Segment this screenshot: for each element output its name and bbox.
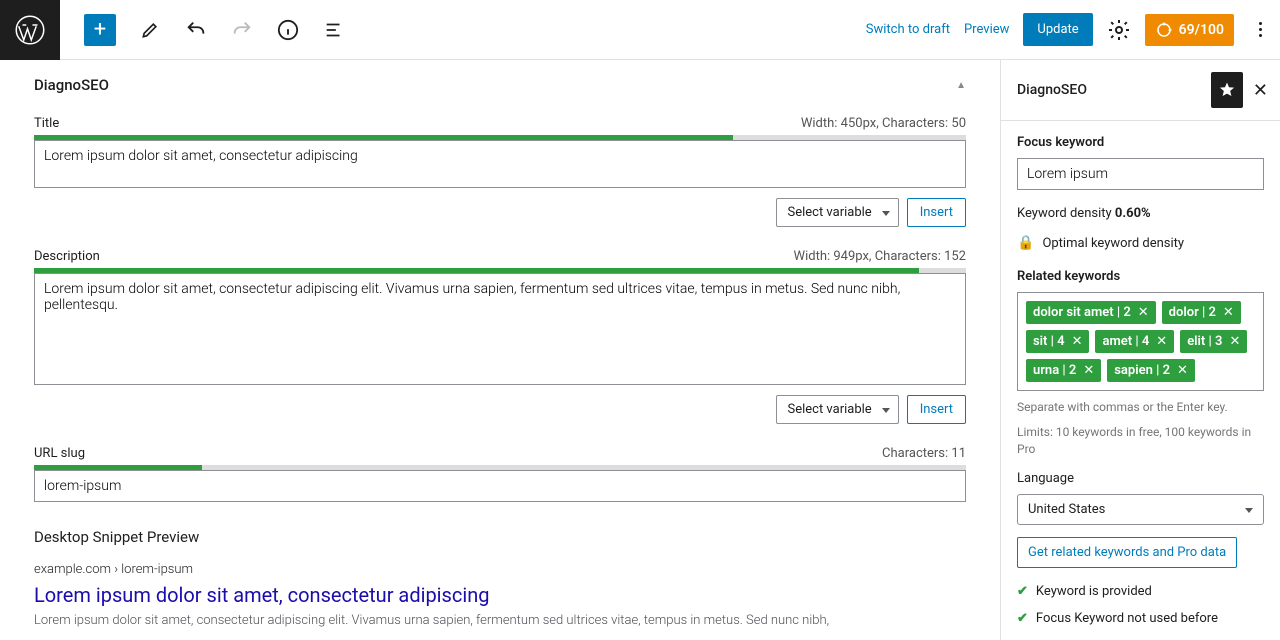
info-icon[interactable] — [276, 18, 300, 42]
description-insert-button[interactable]: Insert — [907, 395, 966, 424]
description-input[interactable] — [34, 273, 966, 385]
remove-tag-icon[interactable]: ✕ — [1229, 334, 1240, 349]
slug-progress — [34, 465, 966, 470]
seo-check-item: ✔Keyword is provided — [1017, 584, 1264, 599]
remove-tag-icon[interactable]: ✕ — [1156, 334, 1167, 349]
add-block-button[interactable]: + — [84, 14, 116, 46]
description-label: Description — [34, 249, 100, 264]
star-icon[interactable] — [1211, 72, 1243, 108]
keyword-density: Keyword density 0.60% — [1017, 206, 1264, 221]
caret-up-icon: ▲ — [956, 80, 966, 91]
optimal-density-label: Optimal keyword density — [1042, 236, 1184, 251]
keyword-tag[interactable]: elit | 3✕ — [1180, 330, 1247, 353]
slug-meta: Characters: 11 — [882, 446, 966, 461]
switch-to-draft-link[interactable]: Switch to draft — [866, 22, 950, 37]
preview-link[interactable]: Preview — [964, 22, 1009, 37]
seo-score-value: 69/100 — [1179, 22, 1224, 38]
edit-icon[interactable] — [138, 18, 162, 42]
get-pro-data-button[interactable]: Get related keywords and Pro data — [1017, 537, 1237, 568]
snippet-preview-heading: Desktop Snippet Preview — [34, 528, 966, 546]
slug-input[interactable] — [34, 470, 966, 502]
related-keywords-label: Related keywords — [1017, 269, 1264, 284]
description-select-variable[interactable]: Select variable — [776, 395, 898, 424]
close-icon[interactable]: ✕ — [1253, 80, 1268, 101]
keyword-tag[interactable]: sapien | 2✕ — [1107, 359, 1195, 382]
title-select-variable[interactable]: Select variable — [776, 198, 898, 227]
snippet-description: Lorem ipsum dolor sit amet, consectetur … — [34, 612, 966, 631]
more-menu-icon[interactable] — [1248, 22, 1272, 37]
keyword-tag[interactable]: sit | 4✕ — [1026, 330, 1089, 353]
snippet-title: Lorem ipsum dolor sit amet, consectetur … — [34, 583, 966, 607]
update-button[interactable]: Update — [1023, 13, 1092, 46]
undo-icon[interactable] — [184, 18, 208, 42]
title-label: Title — [34, 116, 59, 131]
keyword-tag[interactable]: dolor | 2✕ — [1162, 301, 1241, 324]
remove-tag-icon[interactable]: ✕ — [1083, 363, 1094, 378]
related-keywords-box[interactable]: dolor sit amet | 2✕ dolor | 2✕ sit | 4✕ ame… — [1017, 292, 1264, 391]
settings-icon[interactable] — [1107, 18, 1131, 42]
tag-hint: Separate with commas or the Enter key. — [1017, 399, 1264, 416]
seo-check-item: ✔Focus Keyword not used before — [1017, 611, 1264, 626]
keyword-tag[interactable]: amet | 4✕ — [1095, 330, 1174, 353]
title-progress — [34, 135, 966, 140]
limits-hint: Limits: 10 keywords in free, 100 keyword… — [1017, 424, 1264, 458]
language-label: Language — [1017, 471, 1264, 486]
focus-keyword-input[interactable] — [1017, 158, 1264, 190]
check-icon: ✔ — [1017, 611, 1028, 626]
keyword-tag[interactable]: urna | 2✕ — [1026, 359, 1101, 382]
sidebar-title: DiagnoSEO — [1017, 82, 1087, 98]
description-progress — [34, 268, 966, 273]
title-input[interactable] — [34, 140, 966, 188]
seo-score-badge[interactable]: 69/100 — [1145, 14, 1234, 46]
remove-tag-icon[interactable]: ✕ — [1072, 334, 1083, 349]
remove-tag-icon[interactable]: ✕ — [1177, 363, 1188, 378]
redo-icon — [230, 18, 254, 42]
panel-title: DiagnoSEO — [34, 76, 109, 94]
wordpress-logo[interactable] — [0, 0, 60, 60]
description-meta: Width: 949px, Characters: 152 — [794, 249, 966, 264]
remove-tag-icon[interactable]: ✕ — [1223, 305, 1234, 320]
panel-toggle[interactable]: DiagnoSEO ▲ — [34, 76, 966, 94]
title-insert-button[interactable]: Insert — [907, 198, 966, 227]
title-meta: Width: 450px, Characters: 50 — [801, 116, 966, 131]
lock-icon: 🔒 — [1017, 235, 1034, 251]
language-select[interactable]: United States — [1017, 494, 1264, 525]
check-icon: ✔ — [1017, 584, 1028, 599]
keyword-tag[interactable]: dolor sit amet | 2✕ — [1026, 301, 1156, 324]
snippet-url: example.com › lorem-ipsum — [34, 562, 966, 577]
slug-label: URL slug — [34, 446, 85, 461]
remove-tag-icon[interactable]: ✕ — [1138, 305, 1149, 320]
outline-icon[interactable] — [322, 18, 346, 42]
focus-keyword-label: Focus keyword — [1017, 135, 1264, 150]
